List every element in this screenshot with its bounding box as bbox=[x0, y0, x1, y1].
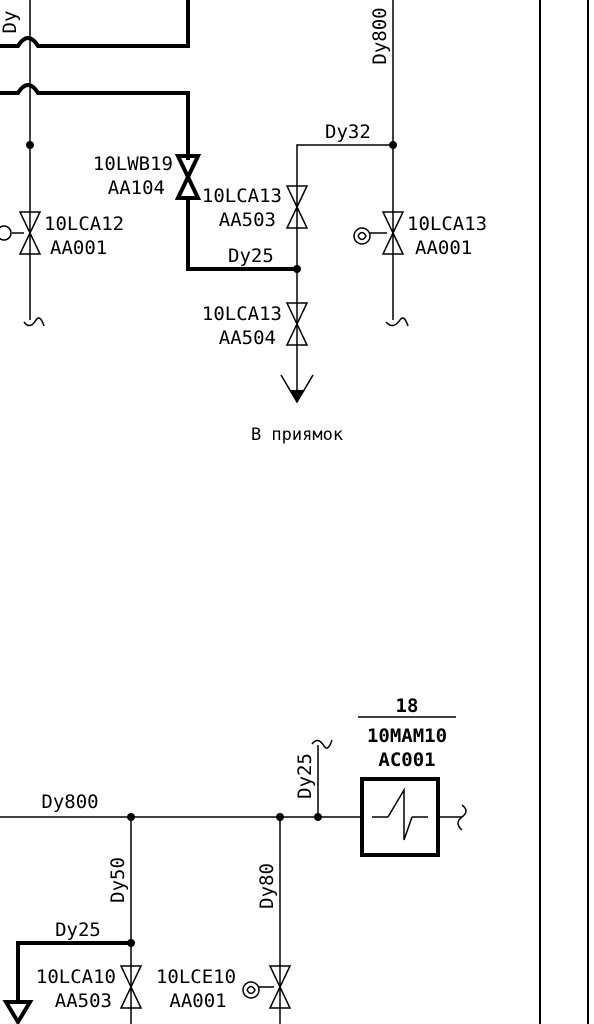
valve-10lca10-aa503-icon bbox=[119, 965, 143, 1009]
label-10lwb19-sub: AA104 bbox=[108, 177, 165, 199]
label-10lca13-001-sub: AA001 bbox=[415, 237, 472, 259]
valve-10lca12-aa001-icon bbox=[0, 211, 42, 255]
label-10lce10: 10LCE10 bbox=[156, 966, 236, 988]
upper-labels: Dy Dy800 Dy32 10LWB19 AA104 10LCA13 AA50… bbox=[0, 7, 487, 445]
down-arrow-icon bbox=[2, 1000, 34, 1024]
upper-junction-dots bbox=[26, 141, 397, 273]
label-10lca13-001: 10LCA13 bbox=[407, 213, 487, 235]
drain-arrow-icon bbox=[280, 374, 314, 404]
label-10lwb19: 10LWB19 bbox=[93, 153, 173, 175]
label-dy25-mid: Dy25 bbox=[228, 245, 274, 267]
equipment-10mam10-icon bbox=[358, 716, 456, 857]
valve-10lca13-aa504-icon bbox=[285, 302, 309, 346]
label-10lca10-sub: AA503 bbox=[55, 990, 112, 1012]
label-10lca10: 10LCA10 bbox=[36, 966, 116, 988]
label-10lca12-sub: AA001 bbox=[50, 237, 107, 259]
label-dy50: Dy50 bbox=[107, 857, 129, 903]
frame-border bbox=[539, 0, 589, 1024]
label-drain: В приямок bbox=[251, 425, 343, 445]
lower-junction-dots bbox=[127, 813, 322, 947]
lower-labels: 18 10MAM10 AC001 Dy25 Dy800 Dy50 Dy80 Dy… bbox=[36, 695, 447, 1012]
label-eq-code: 10MAM10 bbox=[367, 725, 447, 747]
label-eq-num: 18 bbox=[396, 695, 419, 717]
label-eq-code-sub: AC001 bbox=[378, 749, 435, 771]
label-dy800-bottom: Dy800 bbox=[41, 791, 98, 813]
label-dy25-vertical: Dy25 bbox=[294, 753, 316, 799]
upper-pipe-lines bbox=[0, 0, 409, 390]
valve-10lca13-aa503-icon bbox=[285, 185, 309, 229]
label-dy32: Dy32 bbox=[325, 121, 371, 143]
valve-10lca13-aa001-icon bbox=[353, 211, 405, 255]
label-dy25-bottom: Dy25 bbox=[55, 919, 101, 941]
label-dy800-top: Dy800 bbox=[369, 7, 391, 64]
label-10lca13-503-sub: AA503 bbox=[219, 209, 276, 231]
label-10lca13-503: 10LCA13 bbox=[202, 185, 282, 207]
label-10lca12: 10LCA12 bbox=[44, 213, 124, 235]
valve-10lwb19-icon bbox=[174, 154, 202, 200]
label-10lca13-504-sub: AA504 bbox=[219, 327, 276, 349]
label-10lca13-504: 10LCA13 bbox=[202, 303, 282, 325]
label-dy-top-left: Dy bbox=[0, 11, 21, 34]
label-dy80: Dy80 bbox=[256, 863, 278, 909]
lower-pipe-lines bbox=[0, 739, 467, 1024]
label-10lce10-sub: AA001 bbox=[169, 990, 226, 1012]
valve-10lce10-aa001-icon bbox=[242, 965, 292, 1009]
